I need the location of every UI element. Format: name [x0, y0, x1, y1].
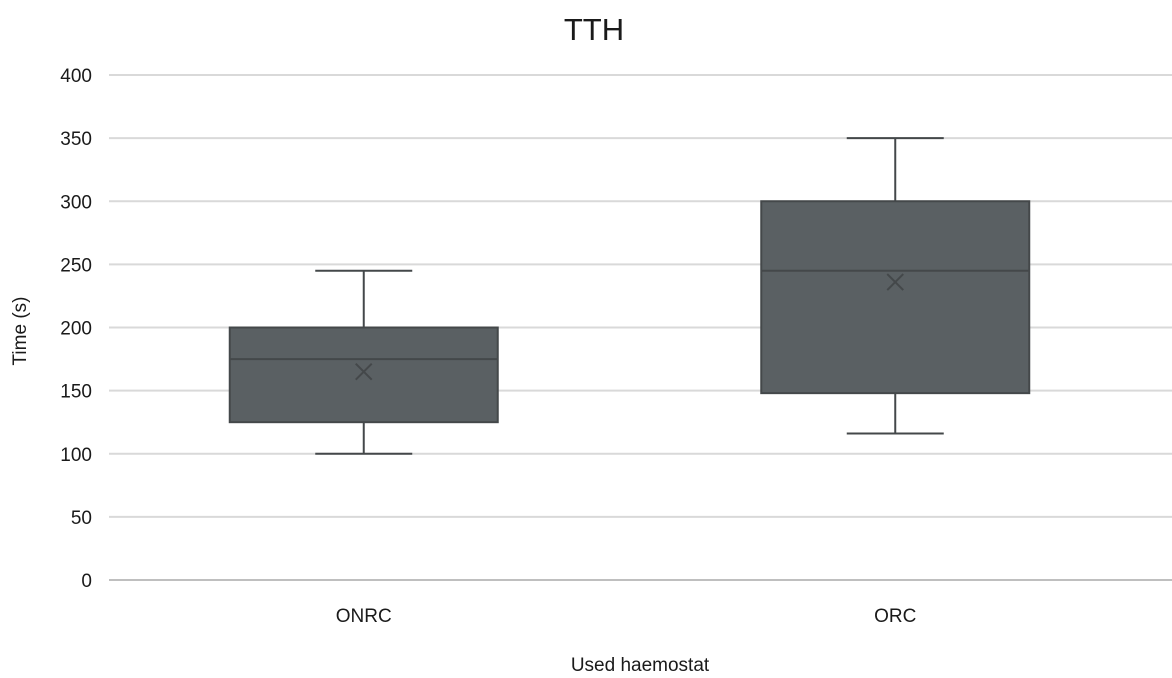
y-tick-label: 150: [60, 382, 92, 403]
chart-title: TTH: [564, 12, 624, 47]
y-tick-label: 0: [81, 571, 92, 592]
x-axis-label: Used haemostat: [571, 655, 710, 676]
y-axis-tick-labels: 0 50 100 150 200 250 300 350 400: [60, 66, 92, 592]
mean-marker: [355, 362, 373, 381]
y-tick-label: 250: [60, 255, 92, 276]
y-tick-label: 200: [60, 319, 92, 340]
y-tick-label: 50: [71, 508, 92, 529]
iqr-box: [228, 326, 499, 424]
box-orc: [760, 137, 1031, 435]
x-category-label: ORC: [874, 606, 916, 627]
y-tick-label: 350: [60, 129, 92, 150]
y-tick-label: 300: [60, 192, 92, 213]
box-series: [228, 137, 1031, 455]
y-axis-label: Time (s): [10, 297, 31, 366]
box-onrc: [228, 269, 499, 455]
y-tick-label: 100: [60, 445, 92, 466]
mean-marker: [886, 273, 904, 291]
y-tick-label: 400: [60, 66, 92, 87]
x-axis-category-labels: ONRC ORC: [336, 606, 917, 627]
iqr-box: [760, 200, 1031, 395]
x-category-label: ONRC: [336, 606, 392, 627]
